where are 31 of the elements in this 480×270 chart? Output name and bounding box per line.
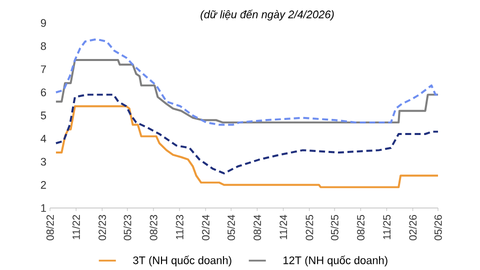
y-tick-label: 6 (40, 88, 46, 96)
x-tick-label: 05/25 (330, 214, 338, 240)
x-tick-label: 08/25 (356, 214, 364, 240)
x-tick-label: 11/23 (176, 214, 184, 240)
x-tick-label: 08/23 (150, 214, 158, 240)
x-tick-label: 11/25 (382, 214, 391, 240)
line-series (54, 38, 440, 126)
y-tick-label: 9 (40, 19, 46, 27)
y-tick-label: 3 (40, 158, 46, 166)
y-tick-label: 2 (40, 181, 46, 189)
x-tick-label: 08/24 (253, 214, 262, 240)
x-tick-label: 05/26 (434, 214, 442, 240)
x-tick-label: 02/23 (98, 214, 106, 240)
x-tick-label: 02/26 (408, 214, 417, 240)
x-tick-label: 11/22 (72, 215, 80, 240)
line-series (54, 105, 440, 188)
x-tick-label: 11/24 (279, 214, 288, 240)
y-tick-label: 7 (40, 65, 46, 74)
x-tick-label: 05/24 (227, 214, 235, 240)
text: (dữ liệu đến ngày 2/4/2026) (200, 10, 334, 20)
x-tick-label: 05/23 (124, 214, 132, 240)
legend-label: 3T (NH quốc doanh) (133, 256, 232, 266)
x-tick-label: 08/22 (46, 215, 54, 240)
y-tick-label: 1 (41, 204, 46, 212)
y-tick-label: 4 (40, 134, 46, 142)
x-tick-label: 02/25 (305, 214, 314, 240)
x-tick-label: 02/24 (202, 214, 210, 240)
y-tick-label: 5 (40, 112, 46, 120)
y-tick-label: 8 (40, 42, 46, 50)
line-series (54, 59, 440, 124)
legend-label: 12T (NH quốc doanh) (284, 256, 388, 266)
